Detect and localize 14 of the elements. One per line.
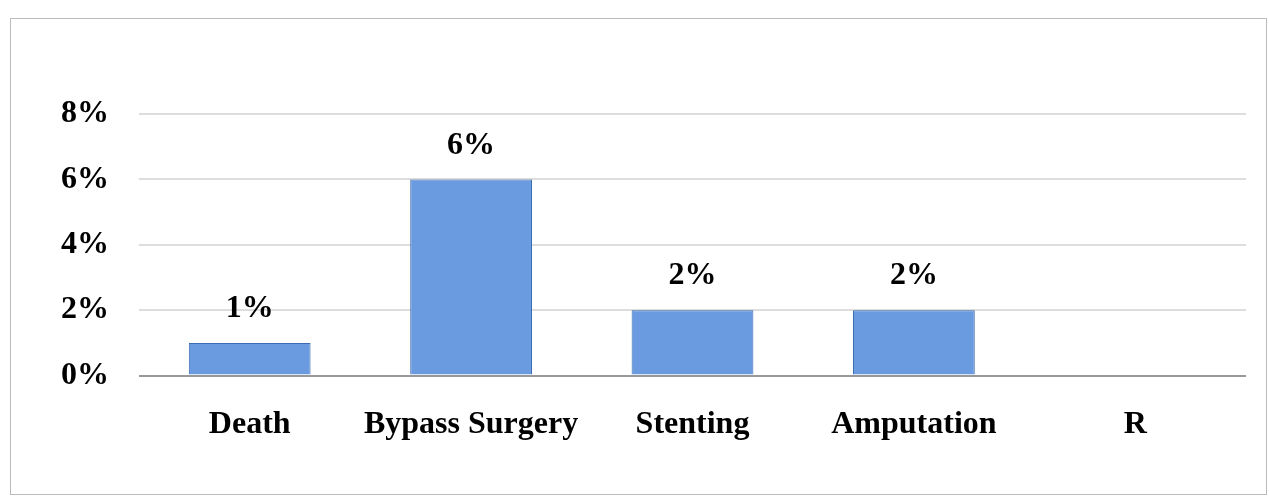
x-tick-label: Amputation [831, 404, 997, 441]
x-tick-label: R [1123, 404, 1148, 441]
data-label: 6% [447, 124, 496, 161]
y-tick-label: 4% [61, 224, 109, 261]
y-tick-label: 8% [61, 93, 109, 130]
x-tick-label: Death [208, 404, 291, 441]
data-label: 1% [225, 288, 274, 325]
y-tick-label: 2% [61, 289, 109, 326]
data-label: 2% [668, 255, 717, 292]
y-tick-label: 0% [61, 354, 109, 391]
data-label: 2% [889, 255, 938, 292]
x-tick-label: Bypass Surgery [363, 404, 579, 441]
y-tick-label: 6% [61, 158, 109, 195]
x-tick-label: Stenting [635, 404, 750, 441]
